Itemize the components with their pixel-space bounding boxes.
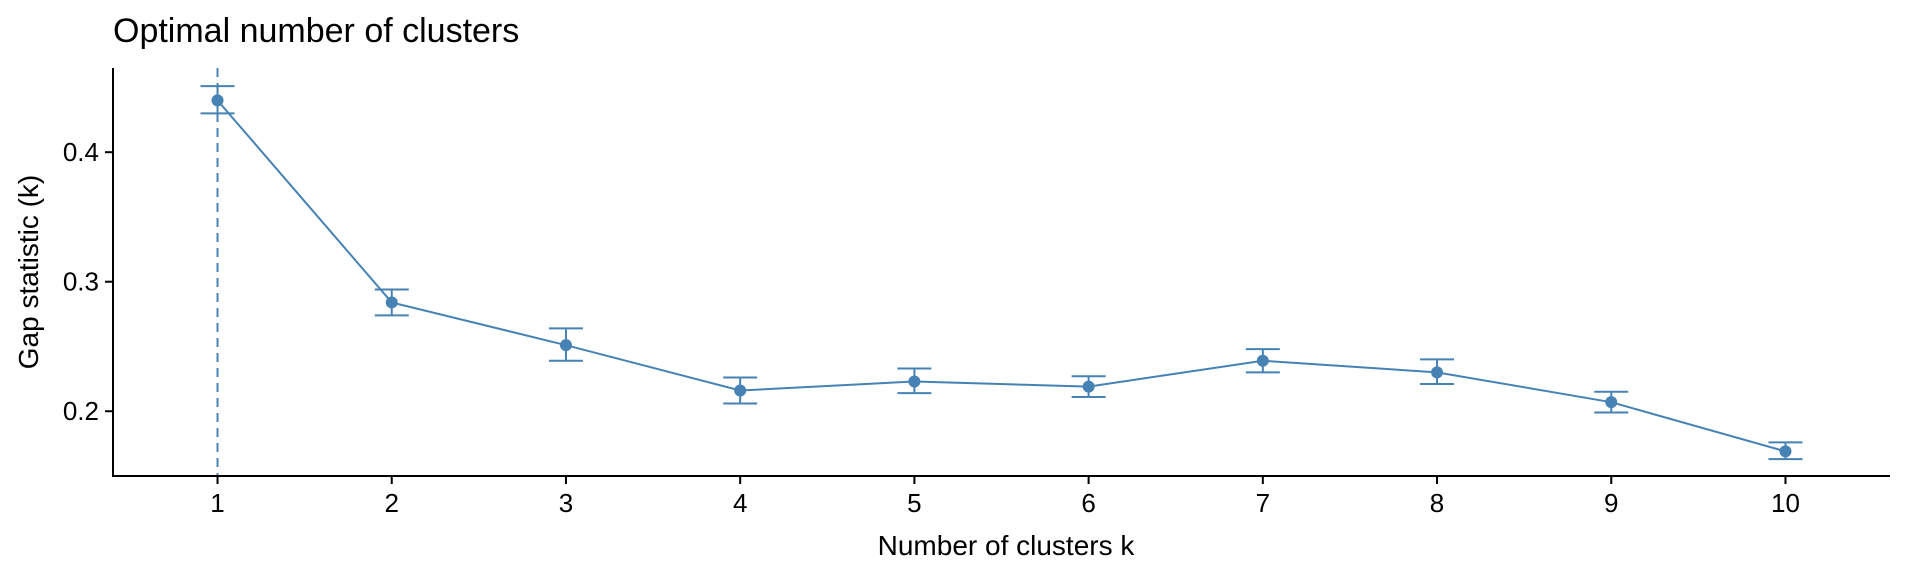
y-tick-label: 0.4	[63, 137, 99, 167]
x-tick-label: 1	[210, 488, 224, 518]
x-tick-label: 4	[733, 488, 747, 518]
y-tick-label: 0.3	[63, 267, 99, 297]
data-point	[1605, 396, 1618, 409]
data-point	[211, 94, 224, 107]
series-line	[216, 99, 1786, 453]
chart-title: Optimal number of clusters	[113, 12, 519, 50]
x-tick-label: 9	[1604, 488, 1618, 518]
data-point	[1431, 366, 1444, 379]
data-point	[1082, 380, 1095, 393]
plot-area	[200, 68, 1803, 476]
x-tick-label: 3	[559, 488, 573, 518]
data-point	[1256, 354, 1269, 367]
x-tick-label: 10	[1771, 488, 1800, 518]
y-tick-label: 0.2	[63, 396, 99, 426]
x-tick-label: 7	[1256, 488, 1270, 518]
data-point	[559, 339, 572, 352]
x-axis-title: Number of clusters k	[878, 530, 1136, 561]
y-axis-ticks: 0.2 0.3 0.4	[63, 137, 113, 426]
data-point	[385, 296, 398, 309]
data-point	[734, 384, 747, 397]
x-tick-label: 6	[1081, 488, 1095, 518]
x-tick-label: 2	[385, 488, 399, 518]
data-point	[1779, 445, 1792, 458]
x-tick-label: 8	[1430, 488, 1444, 518]
x-tick-label: 5	[907, 488, 921, 518]
y-axis-title: Gap statistic (k)	[13, 175, 44, 369]
x-axis-ticks: 1 2 3 4 5 6 7 8 9 10	[210, 476, 1800, 518]
data-point	[908, 375, 921, 388]
